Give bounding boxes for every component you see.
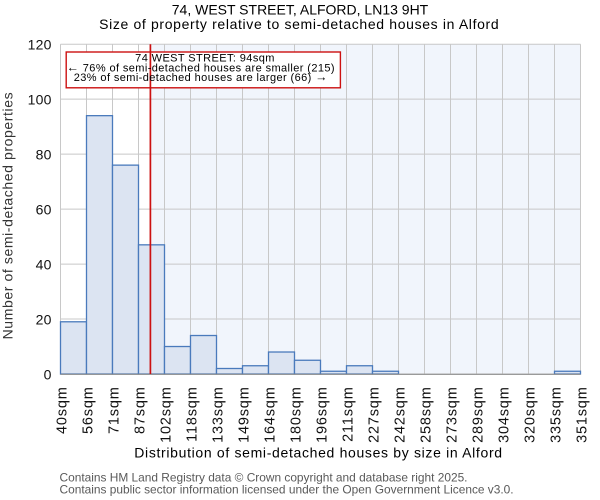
svg-text:20: 20 — [36, 311, 52, 327]
svg-text:196sqm: 196sqm — [314, 386, 330, 443]
svg-text:87sqm: 87sqm — [132, 386, 148, 434]
svg-text:Distribution of semi-detached: Distribution of semi-detached houses by … — [134, 445, 502, 461]
svg-text:Size of property relative to s: Size of property relative to semi-detach… — [99, 16, 499, 32]
svg-text:227sqm: 227sqm — [366, 386, 382, 443]
svg-text:40: 40 — [36, 256, 52, 272]
svg-text:74, WEST STREET, ALFORD, LN13: 74, WEST STREET, ALFORD, LN13 9HT — [172, 2, 429, 18]
svg-text:Contains public sector informa: Contains public sector information licen… — [60, 483, 514, 497]
svg-text:351sqm: 351sqm — [574, 386, 590, 443]
svg-text:Number of semi-detached proper: Number of semi-detached properties — [0, 92, 16, 340]
svg-text:289sqm: 289sqm — [470, 386, 486, 443]
svg-text:102sqm: 102sqm — [158, 386, 174, 443]
svg-text:211sqm: 211sqm — [340, 386, 356, 441]
svg-text:118sqm: 118sqm — [184, 386, 200, 441]
svg-text:56sqm: 56sqm — [80, 386, 96, 434]
svg-text:60: 60 — [36, 202, 52, 218]
svg-text:304sqm: 304sqm — [496, 386, 512, 443]
svg-text:40sqm: 40sqm — [54, 386, 70, 434]
svg-text:100: 100 — [28, 92, 52, 108]
svg-text:71sqm: 71sqm — [106, 386, 122, 434]
svg-text:180sqm: 180sqm — [288, 386, 304, 443]
svg-text:273sqm: 273sqm — [444, 386, 460, 443]
svg-text:258sqm: 258sqm — [418, 386, 434, 443]
svg-text:120: 120 — [28, 37, 52, 53]
svg-text:80: 80 — [36, 147, 52, 163]
svg-text:149sqm: 149sqm — [236, 386, 252, 443]
svg-text:23% of semi-detached houses ar: 23% of semi-detached houses are larger (… — [74, 70, 328, 84]
svg-text:335sqm: 335sqm — [548, 386, 564, 443]
svg-text:242sqm: 242sqm — [392, 386, 408, 443]
svg-text:← 76% of semi-detached houses: ← 76% of semi-detached houses are smalle… — [67, 61, 335, 75]
svg-text:74 WEST STREET: 94sqm: 74 WEST STREET: 94sqm — [135, 52, 275, 64]
svg-text:164sqm: 164sqm — [262, 386, 278, 443]
svg-text:133sqm: 133sqm — [210, 386, 226, 443]
svg-text:320sqm: 320sqm — [522, 386, 538, 443]
svg-text:0: 0 — [44, 366, 52, 382]
svg-text:Contains HM Land Registry data: Contains HM Land Registry data © Crown c… — [60, 471, 468, 485]
